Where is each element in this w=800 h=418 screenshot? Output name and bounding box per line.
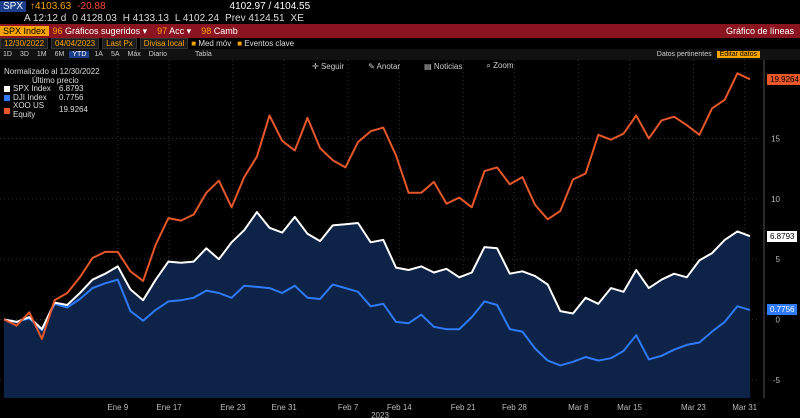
function-bar: SPX Index 96 Gráficos sugeridos ▾ 97 Acc… xyxy=(0,24,800,38)
legend-swatch xyxy=(4,107,10,114)
x-tick-label: Feb 7 xyxy=(338,403,359,412)
seguir-tool[interactable]: ✛ Seguir xyxy=(312,61,345,71)
menu-acc[interactable]: 97 Acc ▾ xyxy=(157,25,192,36)
y-tick-label: -5 xyxy=(773,376,781,385)
period-ytd[interactable]: YTD xyxy=(69,51,90,58)
chart-type-label[interactable]: Gráfico de líneas xyxy=(725,26,794,36)
period-frequency[interactable]: Diario xyxy=(148,51,168,58)
tabla-button[interactable]: Tabla xyxy=(195,51,212,58)
x-tick-label: Feb 21 xyxy=(451,403,476,412)
legend-item-dji[interactable]: DJI Index 0.7756 xyxy=(4,93,100,103)
x-tick-label: Mar 23 xyxy=(681,403,706,412)
menu-camb[interactable]: 98 Camb xyxy=(201,26,238,36)
low-price: L 4102.24 xyxy=(174,12,220,24)
high-price: H 4133.13 xyxy=(122,12,169,24)
period-3d[interactable]: 3D xyxy=(19,51,29,58)
noticias-tool[interactable]: ▤ Noticias xyxy=(424,61,463,71)
xoo-line xyxy=(3,72,751,340)
y-tick-label: 10 xyxy=(771,195,780,204)
period-1a[interactable]: 1A xyxy=(94,51,103,58)
legend-swatch xyxy=(4,86,10,93)
price-change: -20.88 xyxy=(77,0,106,12)
menu-arrow-icon: 98 xyxy=(201,26,214,36)
menu-arrow-icon: 97 xyxy=(157,25,170,36)
prev-price: Prev 4124.51 xyxy=(225,12,285,24)
legend-item-spx[interactable]: SPX Index 6.8793 xyxy=(4,84,100,94)
chart-toolbar: ✛ Seguir ✎ Anotar ▤ Noticias ⌕ Zoom xyxy=(0,60,800,72)
end-date-field[interactable]: 04/04/2023 xyxy=(51,38,100,49)
chart-legend: Normalizado al 12/30/2022 Último precio … xyxy=(4,67,100,119)
period-1m[interactable]: 1M xyxy=(36,51,47,58)
x-tick-label: Ene 17 xyxy=(156,403,182,412)
settings-bar: 12/30/2022 04/04/2023 Last Px Divisa loc… xyxy=(0,38,800,49)
field-selector[interactable]: Last Px xyxy=(102,38,137,49)
legend-title: Normalizado al 12/30/2022 xyxy=(4,67,100,76)
dji-line xyxy=(3,278,751,367)
line-chart[interactable]: Ene 9 Ene 17 Ene 23 Ene 31 Feb 7 Feb 14 Feb 21… xyxy=(0,60,800,418)
security-field[interactable]: SPX Index xyxy=(0,26,49,36)
legend-subtitle: Último precio xyxy=(32,75,79,85)
spx-line xyxy=(3,211,751,331)
exchange-code: XE xyxy=(290,12,304,24)
menu-sugeridos[interactable]: 96 Gráficos sugeridos ▾ xyxy=(52,25,148,36)
anotar-tool[interactable]: ✎ Anotar xyxy=(368,61,401,71)
eventos-toggle[interactable]: ■ Eventos clave xyxy=(237,39,295,48)
bid-ask: 4102.97 / 4104.55 xyxy=(229,0,311,12)
last-price: ↑4103.63 xyxy=(30,0,72,12)
period-5a[interactable]: 5A xyxy=(110,51,120,58)
legend-item-xoo[interactable]: XOO US Equity 19.9264 xyxy=(4,101,100,119)
dji-last-tag: 0.7756 xyxy=(767,304,798,316)
editar-datos-button[interactable]: Editar datos xyxy=(716,51,760,58)
checkbox-icon: ■ xyxy=(237,39,245,48)
quote-bar: SPX ↑4103.63 -20.88 4102.97 / 4104.55 xyxy=(0,0,800,12)
period-1d[interactable]: 1D xyxy=(3,51,12,58)
menu-arrow-icon: 96 xyxy=(52,25,66,36)
x-tick-label: Ene 9 xyxy=(107,403,128,412)
quote-detail-bar: A 12:12 d 0 4128.03 H 4133.13 L 4102.24 … xyxy=(0,12,800,24)
y-tick-label: 15 xyxy=(771,134,780,143)
spx-last-tag: 6.8793 xyxy=(767,230,798,242)
currency-selector[interactable]: Divisa local xyxy=(139,38,189,49)
x-axis-label: 2023 xyxy=(371,411,389,418)
legend-swatch xyxy=(4,94,10,101)
ticker-label[interactable]: SPX xyxy=(0,0,27,12)
x-tick-label: Mar 8 xyxy=(568,403,589,412)
period-bar: 1D 3D 1M 6M YTD 1A 5A Máx Diario Tabla D… xyxy=(0,49,800,60)
x-tick-label: Ene 23 xyxy=(220,403,246,412)
x-tick-label: Feb 14 xyxy=(387,403,412,412)
period-max[interactable]: Máx xyxy=(127,51,141,58)
quote-time: A 12:12 d xyxy=(24,12,67,24)
x-tick-label: Ene 31 xyxy=(271,403,297,412)
zoom-tool[interactable]: ⌕ Zoom xyxy=(486,61,514,70)
datos-pertinentes-button[interactable]: Datos pertinentes xyxy=(656,51,712,58)
x-tick-label: Feb 28 xyxy=(502,403,527,412)
x-tick-label: Mar 15 xyxy=(617,403,642,412)
checkbox-icon: ■ xyxy=(191,39,199,48)
open-price: 0 4128.03 xyxy=(72,12,117,24)
y-tick-label: 5 xyxy=(776,255,781,264)
start-date-field[interactable]: 12/30/2022 xyxy=(0,38,49,49)
xoo-last-tag: 19.9264 xyxy=(767,73,800,85)
x-tick-label: Mar 31 xyxy=(732,403,757,412)
period-6m[interactable]: 6M xyxy=(54,51,65,58)
med-mov-toggle[interactable]: ■ Med móv xyxy=(191,39,232,48)
y-tick-label: 0 xyxy=(776,316,781,325)
